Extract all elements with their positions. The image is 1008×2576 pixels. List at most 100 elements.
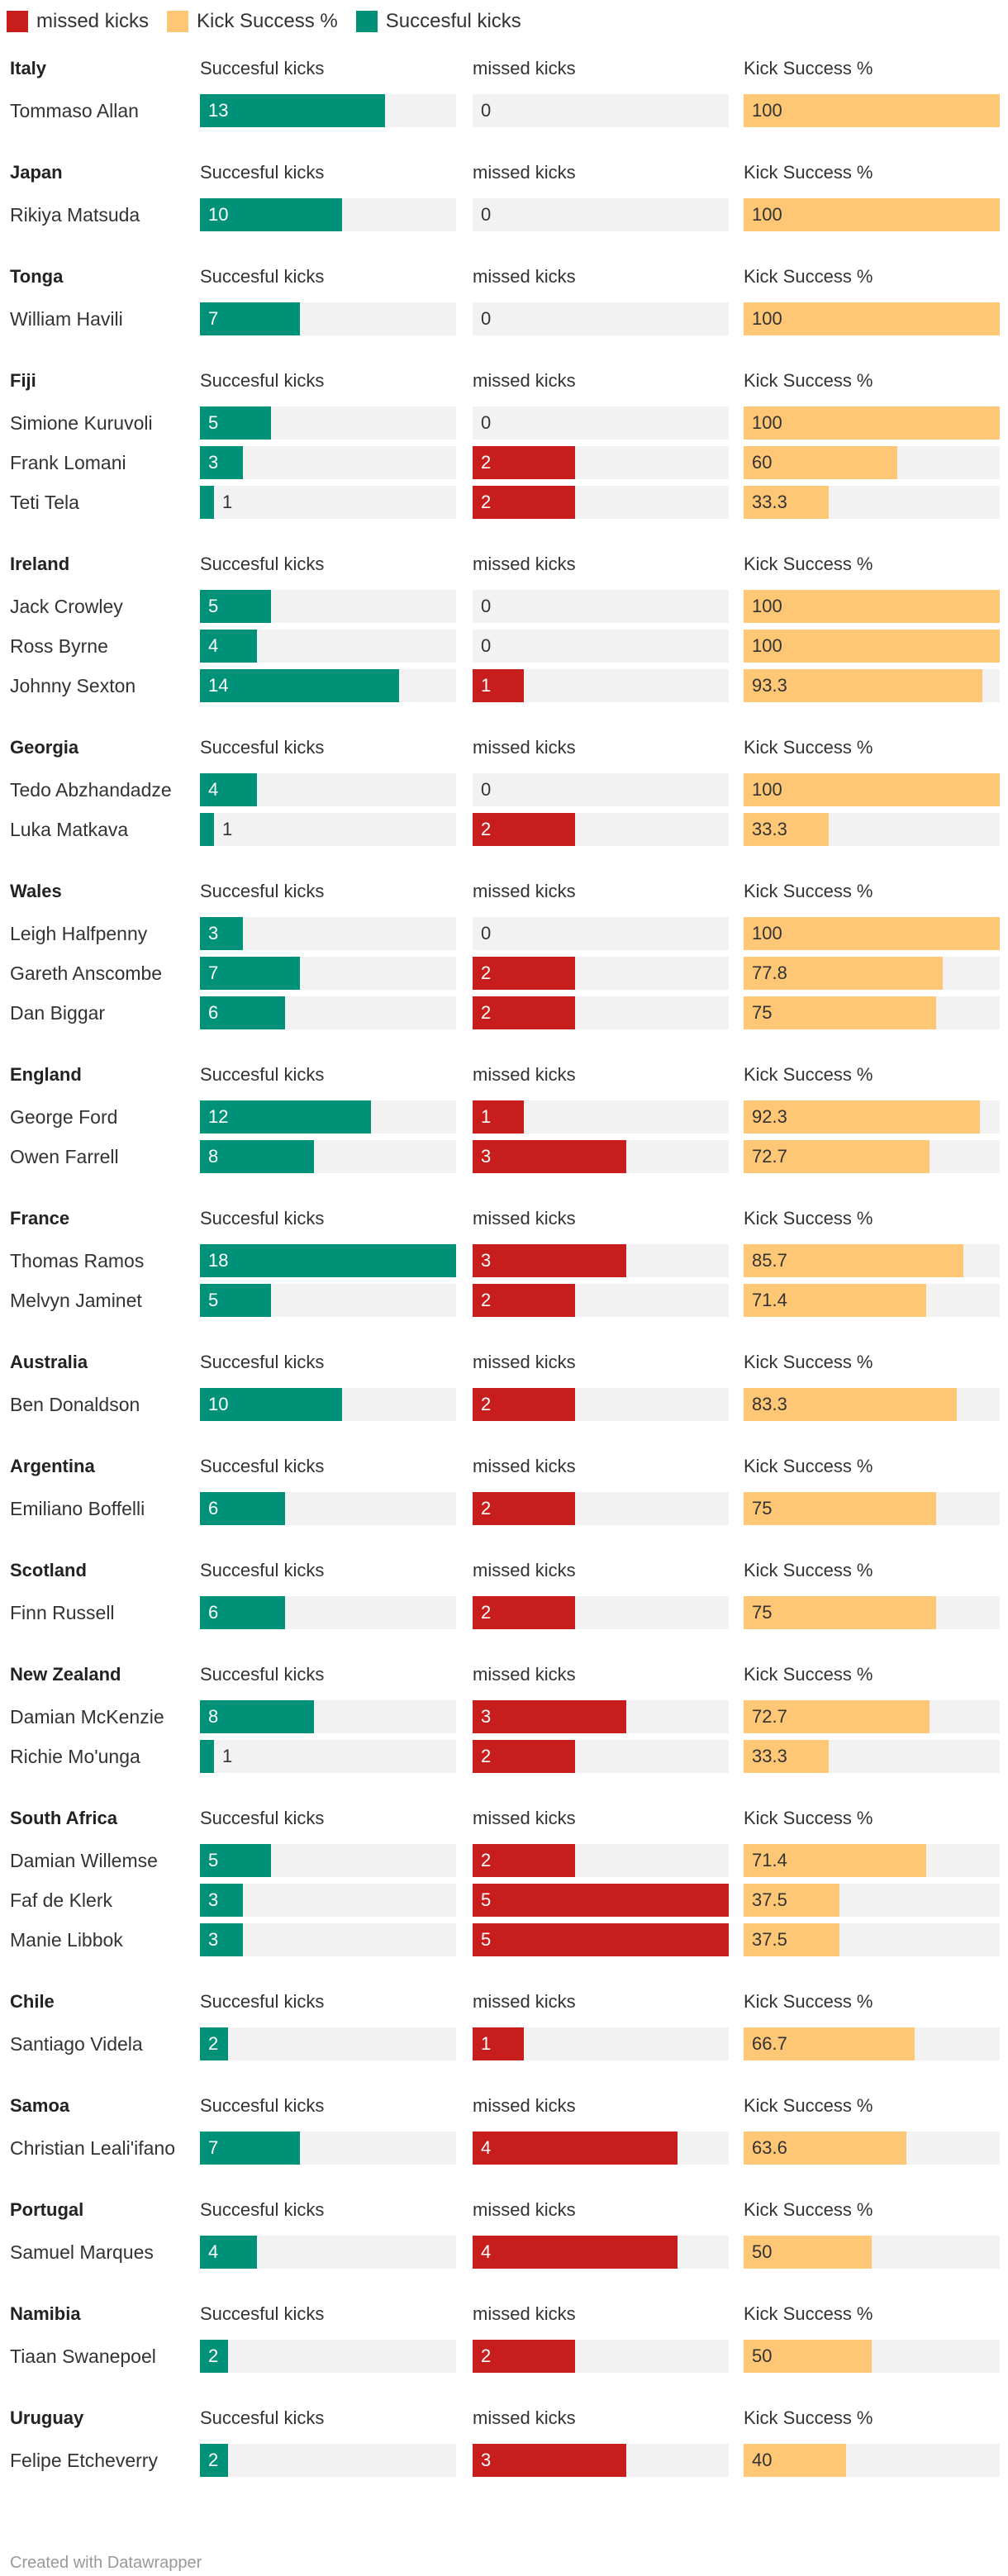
bar-track-percent: 72.7 bbox=[744, 1140, 1000, 1173]
bar-value-missed: 2 bbox=[481, 452, 492, 473]
column-header-successful: Succesful kicks bbox=[200, 1064, 325, 1085]
group-title: Portugal bbox=[10, 2199, 84, 2220]
bar-track-successful: 5 bbox=[200, 590, 456, 623]
bar-track-percent: 85.7 bbox=[744, 1244, 1000, 1277]
bar-successful bbox=[200, 2236, 257, 2269]
bar-track-missed: 2 bbox=[473, 1596, 729, 1629]
bar-value-percent: 77.8 bbox=[752, 962, 787, 983]
column-header-missed: missed kicks bbox=[473, 1208, 576, 1229]
group-south-africa: South Africa Succesful kicks missed kicks K… bbox=[0, 1808, 1008, 1963]
bar-percent bbox=[744, 1884, 839, 1917]
player-name: Santiago Videla bbox=[10, 2033, 143, 2055]
bar-successful bbox=[200, 1388, 342, 1421]
group-title: England bbox=[10, 1064, 82, 1085]
bar-track-missed: 3 bbox=[473, 1244, 729, 1277]
bar-track-successful: 4 bbox=[200, 630, 456, 663]
group-title: Australia bbox=[10, 1352, 88, 1372]
legend: missed kicks Kick Success % Succesful ki… bbox=[7, 8, 540, 35]
bar-value-missed: 0 bbox=[481, 308, 492, 329]
bar-value-missed: 2 bbox=[481, 1498, 492, 1519]
bar-value-missed: 4 bbox=[481, 2241, 492, 2262]
column-header-successful: Succesful kicks bbox=[200, 1456, 325, 1476]
bar-track-successful: 3 bbox=[200, 917, 456, 950]
column-header-percent: Kick Success % bbox=[744, 2407, 873, 2428]
bar-track-missed: 3 bbox=[473, 1140, 729, 1173]
bar-track-missed: 2 bbox=[473, 446, 729, 479]
bar-value-missed: 3 bbox=[481, 1250, 492, 1271]
bar-track-percent: 60 bbox=[744, 446, 1000, 479]
bar-track-successful: 6 bbox=[200, 1596, 456, 1629]
column-header-missed: missed kicks bbox=[473, 1456, 576, 1476]
column-header-percent: Kick Success % bbox=[744, 1064, 873, 1085]
player-name: Luka Matkava bbox=[10, 819, 129, 840]
group-title: Ireland bbox=[10, 554, 70, 574]
bar-successful bbox=[200, 302, 300, 335]
bar-track-missed: 0 bbox=[473, 302, 729, 335]
column-header-successful: Succesful kicks bbox=[200, 2199, 325, 2220]
player-name: Tiaan Swanepoel bbox=[10, 2345, 156, 2367]
bar-track-percent: 40 bbox=[744, 2444, 1000, 2477]
group-ireland: Ireland Succesful kicks missed kicks Kick S… bbox=[0, 554, 1008, 709]
bar-value-successful: 4 bbox=[208, 635, 219, 656]
player-name: Finn Russell bbox=[10, 1602, 115, 1623]
bar-missed bbox=[473, 486, 575, 519]
column-header-successful: Succesful kicks bbox=[200, 737, 325, 758]
bar-track-missed: 2 bbox=[473, 1284, 729, 1317]
bar-percent bbox=[744, 630, 1000, 663]
bar-track-percent: 100 bbox=[744, 773, 1000, 806]
bar-track-missed: 3 bbox=[473, 2444, 729, 2477]
bar-value-missed: 3 bbox=[481, 1706, 492, 1727]
bar-missed bbox=[473, 1244, 626, 1277]
bar-missed bbox=[473, 2027, 524, 2060]
bar-successful bbox=[200, 630, 257, 663]
bar-value-missed: 2 bbox=[481, 962, 492, 983]
group-tonga: Tonga Succesful kicks missed kicks Kick Suc… bbox=[0, 266, 1008, 342]
column-header-missed: missed kicks bbox=[473, 1808, 576, 1828]
bar-track-percent: 50 bbox=[744, 2236, 1000, 2269]
bar-value-missed: 2 bbox=[481, 1002, 492, 1023]
group-title: Uruguay bbox=[10, 2407, 84, 2428]
bar-track-percent: 93.3 bbox=[744, 669, 1000, 702]
bar-missed bbox=[473, 1388, 575, 1421]
bar-track-missed: 2 bbox=[473, 486, 729, 519]
bar-missed bbox=[473, 1140, 626, 1173]
bar-missed bbox=[473, 1492, 575, 1525]
bar-value-missed: 2 bbox=[481, 492, 492, 512]
bar-track-missed: 0 bbox=[473, 406, 729, 440]
column-header-successful: Succesful kicks bbox=[200, 162, 325, 183]
column-header-successful: Succesful kicks bbox=[200, 58, 325, 78]
group-scotland: Scotland Succesful kicks missed kicks Kick … bbox=[0, 1560, 1008, 1636]
bar-track-successful: 10 bbox=[200, 198, 456, 231]
column-header-successful: Succesful kicks bbox=[200, 1208, 325, 1229]
bar-percent bbox=[744, 917, 1000, 950]
column-header-missed: missed kicks bbox=[473, 370, 576, 391]
bar-value-missed: 2 bbox=[481, 1746, 492, 1766]
column-header-percent: Kick Success % bbox=[744, 2095, 873, 2116]
bar-value-successful: 4 bbox=[208, 779, 219, 800]
bar-track-successful: 4 bbox=[200, 2236, 456, 2269]
bar-value-missed: 2 bbox=[481, 1394, 492, 1414]
column-header-missed: missed kicks bbox=[473, 881, 576, 901]
bar-track-percent: 75 bbox=[744, 1596, 1000, 1629]
bar-value-percent: 75 bbox=[752, 1002, 773, 1023]
player-name: Christian Leali'ifano bbox=[10, 2137, 176, 2159]
bar-value-missed: 3 bbox=[481, 1146, 492, 1167]
column-header-missed: missed kicks bbox=[473, 58, 576, 78]
column-header-percent: Kick Success % bbox=[744, 162, 873, 183]
bar-value-percent: 50 bbox=[752, 2241, 773, 2262]
bar-track-percent: 77.8 bbox=[744, 957, 1000, 990]
bar-value-percent: 100 bbox=[752, 596, 782, 616]
bar-track-percent: 37.5 bbox=[744, 1923, 1000, 1956]
bar-track-successful: 5 bbox=[200, 1284, 456, 1317]
legend-label-missed: missed kicks bbox=[36, 10, 150, 32]
bar-value-successful: 2 bbox=[208, 2450, 219, 2470]
bar-value-percent: 83.3 bbox=[752, 1394, 787, 1414]
group-italy: Italy Succesful kicks missed kicks Kick Suc… bbox=[0, 58, 1008, 134]
group-title: Georgia bbox=[10, 737, 79, 758]
bar-track-successful: 1 bbox=[200, 1740, 456, 1773]
bar-track-missed: 2 bbox=[473, 996, 729, 1029]
bar-track-missed: 0 bbox=[473, 198, 729, 231]
legend-item-percent: Kick Success % bbox=[167, 10, 338, 33]
bar-value-missed: 1 bbox=[481, 675, 492, 696]
group-title: Samoa bbox=[10, 2095, 70, 2116]
